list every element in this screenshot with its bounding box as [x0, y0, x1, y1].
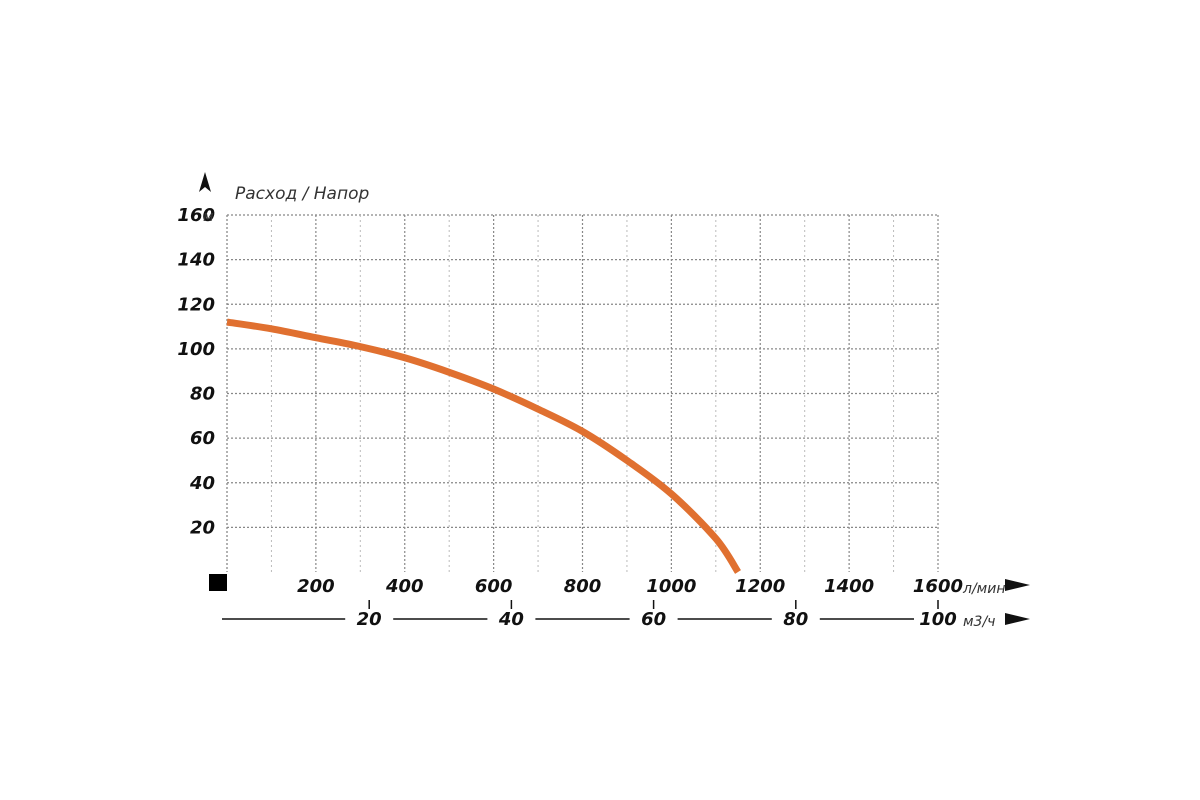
y-unit: м [203, 209, 214, 225]
x2-unit: м3/ч [963, 614, 995, 630]
x2-tick-label: 20 [357, 609, 382, 630]
y-tick-label: 20 [190, 517, 215, 538]
x-tick-label: 800 [564, 576, 602, 597]
x-tick-label: 1000 [646, 576, 696, 597]
y-tick-label: 60 [190, 428, 215, 449]
curve [226, 318, 741, 574]
x-tick-label: 600 [475, 576, 513, 597]
y-tick-label: 140 [177, 250, 215, 271]
x-axis-arrow [1005, 579, 1030, 591]
x-tick-label: 1600 [913, 576, 963, 597]
x2-axis-arrow [1005, 613, 1030, 625]
origin-marker [209, 574, 227, 591]
y-tick-label: 80 [190, 384, 215, 405]
x-tick-label: 400 [385, 576, 424, 597]
x2-tick-label: 100 [919, 609, 957, 630]
y-axis-arrow [199, 172, 211, 192]
x-tick-label: 200 [297, 576, 335, 597]
x2-tick-label: 80 [783, 609, 808, 630]
chart-title: Расход / Напор [235, 184, 369, 204]
y-tick-label: 100 [177, 339, 215, 360]
y-tick-label: 160 [177, 205, 215, 226]
y-tick-label: 120 [177, 294, 215, 315]
y-tick-label: 40 [189, 473, 215, 494]
x-tick-label: 1400 [824, 576, 874, 597]
x2-tick-label: 60 [641, 609, 666, 630]
x-unit: л/мин [962, 581, 1005, 597]
x2-tick-label: 40 [498, 609, 524, 630]
x-tick-label: 1200 [735, 576, 785, 597]
